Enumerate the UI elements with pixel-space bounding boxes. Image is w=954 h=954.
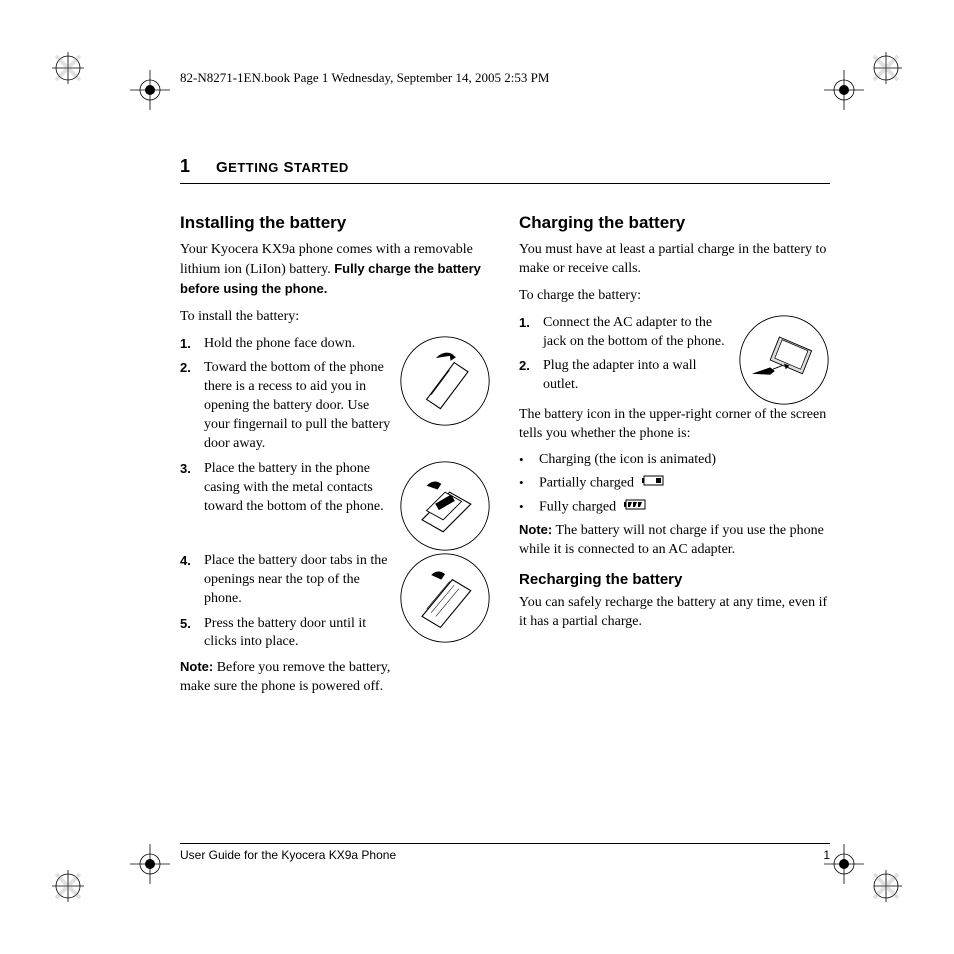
chapter-title: GETTING STARTED [216,159,349,176]
two-column-content: Installing the battery Your Kyocera KX9a… [180,212,830,705]
crop-mark-tl [52,52,112,112]
footer-page-number: 1 [823,848,830,862]
installing-note: Note: Before you remove the battery, mak… [180,658,391,697]
charging-lead: To charge the battery: [519,287,830,306]
footer-title: User Guide for the Kyocera KX9a Phone [180,848,396,862]
charge-step-2: Plug the adapter into a wall outlet. [543,357,730,395]
chapter-number: 1 [180,156,212,177]
step-3: Place the battery in the phone casing wi… [204,460,391,517]
section-recharging: Recharging the battery [519,570,830,590]
charging-note: Note: The battery will not charge if you… [519,521,830,560]
running-header: 82-N8271-1EN.book Page 1 Wednesday, Sept… [180,70,830,86]
step-2: Toward the bottom of the phone there is … [204,359,391,453]
crop-mark-tl2 [130,70,170,110]
right-column: Charging the battery You must have at le… [519,212,830,705]
charging-steps-block: 1.Connect the AC adapter to the jack on … [519,314,830,406]
illustration-insert-battery [399,460,491,552]
charging-states-list: •Charging (the icon is animated) •Partia… [519,451,830,517]
installing-lead: To install the battery: [180,308,491,327]
charge-step-1: Connect the AC adapter to the jack on th… [543,314,730,352]
battery-icon-lead: The battery icon in the upper-right corn… [519,406,830,444]
left-column: Installing the battery Your Kyocera KX9a… [180,212,491,705]
step-4: Place the battery door tabs in the openi… [204,552,391,609]
crop-mark-bl2 [130,844,170,884]
illustration-close-door [399,552,491,644]
state-full: Fully charged [539,498,648,518]
page-footer: User Guide for the Kyocera KX9a Phone 1 [180,843,830,862]
steps-block-1: 1.Hold the phone face down. 2.Toward the… [180,335,491,460]
page-content: 82-N8271-1EN.book Page 1 Wednesday, Sept… [180,70,830,705]
crop-mark-tr2 [824,70,864,110]
state-charging: Charging (the icon is animated) [539,451,716,470]
step-5: Press the battery door until it clicks i… [204,615,391,653]
steps-block-3: 4.Place the battery door tabs in the ope… [180,552,491,705]
illustration-charging [738,314,830,406]
crop-mark-br2 [824,844,864,884]
charging-intro: You must have at least a partial charge … [519,241,830,279]
crop-mark-bl [52,842,112,902]
step-1: Hold the phone face down. [204,335,391,354]
illustration-open-door [399,335,491,427]
battery-partial-icon [642,474,666,493]
chapter-heading: 1 GETTING STARTED [180,156,830,184]
installing-intro: Your Kyocera KX9a phone comes with a rem… [180,241,491,300]
battery-full-icon [624,498,648,517]
recharging-text: You can safely recharge the battery at a… [519,594,830,632]
state-partial: Partially charged [539,474,666,494]
section-charging: Charging the battery [519,212,830,235]
steps-block-2: 3.Place the battery in the phone casing … [180,460,491,552]
section-installing: Installing the battery [180,212,491,235]
